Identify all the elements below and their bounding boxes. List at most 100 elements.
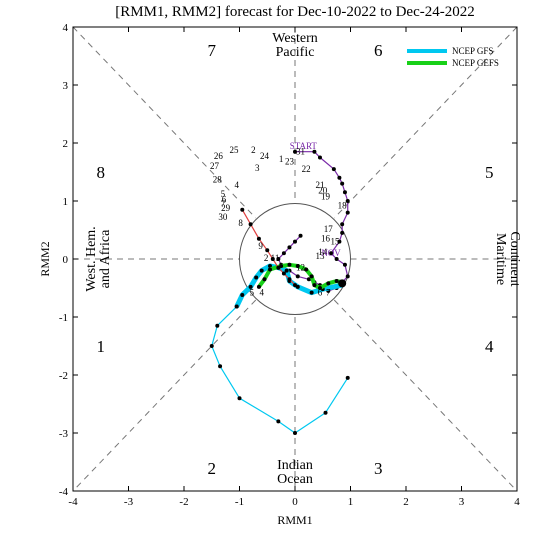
phase-label-6: 6 (374, 41, 383, 60)
nov-label: NOV (321, 248, 341, 258)
data-point (306, 277, 311, 282)
day-label: 28 (213, 175, 223, 185)
data-point (323, 410, 328, 415)
series-gfs-ensemble-extension (209, 304, 350, 435)
day-label: 2 (264, 253, 269, 263)
legend: NCEP GFS NCEP GEFS (407, 46, 499, 68)
data-point (256, 284, 261, 289)
day-label: 11 (271, 253, 280, 263)
data-point (345, 375, 350, 380)
data-point (276, 257, 281, 261)
day-label: 25 (229, 145, 239, 155)
data-point (293, 239, 297, 244)
data-point (259, 268, 264, 273)
region-label-top: Pacific (276, 45, 315, 60)
day-label: 15 (330, 237, 340, 247)
divider-line (333, 26, 518, 219)
day-label: 7 (326, 288, 331, 298)
phase-label-1: 1 (97, 337, 106, 356)
x-tick-label: -4 (68, 496, 78, 508)
data-point (287, 262, 292, 267)
data-point (293, 431, 297, 435)
data-point (317, 155, 322, 160)
y-tick-label: 1 (63, 196, 69, 208)
current-position-marker (338, 279, 347, 288)
data-point (295, 274, 300, 279)
data-point (298, 233, 303, 238)
x-tick-label: -1 (235, 496, 244, 508)
data-point (295, 263, 300, 268)
day-label: 4 (259, 288, 264, 298)
day-label: 7 (221, 199, 226, 209)
region-label-bottom: Ocean (277, 472, 313, 487)
series-recent-observed (240, 207, 297, 288)
data-point (262, 277, 267, 282)
data-point (218, 364, 223, 369)
data-point (337, 175, 342, 180)
data-point (317, 286, 322, 290)
y-tick-label: -1 (59, 312, 68, 324)
data-point (329, 251, 334, 256)
data-point (312, 283, 317, 288)
series-line (211, 306, 349, 434)
day-label: 5 (249, 288, 254, 298)
day-label: 6 (222, 194, 227, 204)
data-point (342, 190, 347, 195)
x-tick-label: 3 (459, 496, 465, 508)
y-tick-label: -3 (59, 428, 69, 440)
data-point (234, 304, 239, 309)
chart-title: [RMM1, RMM2] forecast for Dec-10-2022 to… (115, 4, 475, 20)
day-label: 31 (296, 147, 305, 157)
day-label: 21 (315, 180, 324, 190)
y-axis-label: RMM2 (38, 241, 52, 276)
day-label: 1 (279, 154, 284, 164)
data-point (334, 257, 339, 261)
data-point (281, 251, 286, 256)
data-point (304, 267, 309, 272)
phase-label-5: 5 (485, 163, 494, 182)
divider-line (72, 299, 257, 492)
data-point (281, 271, 286, 276)
data-point (340, 222, 345, 227)
day-label: 8 (238, 218, 243, 228)
y-tick-label: 4 (63, 22, 69, 34)
data-point (276, 265, 281, 270)
data-point (337, 239, 342, 244)
divider-line (72, 26, 257, 219)
series-layer (209, 149, 350, 435)
data-point (293, 149, 297, 154)
x-tick-label: 4 (514, 496, 520, 508)
data-point (237, 396, 242, 401)
x-tick-label: -3 (124, 496, 134, 508)
data-point (326, 281, 331, 286)
data-point (240, 292, 245, 297)
data-point (293, 283, 297, 288)
day-labels: START31122425262728345672930892322212019… (210, 141, 347, 298)
data-point (268, 267, 273, 272)
day-label: 17 (324, 224, 334, 234)
x-tick-label: -2 (179, 496, 188, 508)
x-axis-ticks: -4 -3 -2 -1 0 1 2 3 4 (68, 27, 520, 508)
day-label: 4 (234, 180, 239, 190)
day-label: 14 (318, 247, 328, 257)
day-label: 29 (221, 203, 231, 213)
data-point (268, 263, 273, 268)
day-label: 20 (318, 186, 328, 196)
phase-label-8: 8 (97, 163, 106, 182)
data-point (312, 149, 317, 154)
start-label: START (290, 141, 318, 151)
day-label: 26 (214, 151, 224, 161)
data-point (309, 290, 314, 295)
data-point (265, 248, 270, 253)
phase-label-2: 2 (208, 459, 217, 478)
day-label: 9 (258, 241, 263, 251)
phase-label-4: 4 (485, 337, 494, 356)
amplitude-one-circle (239, 203, 351, 315)
data-point (331, 167, 336, 172)
x-tick-label: 1 (348, 496, 354, 508)
series-ncep-gefs (256, 262, 345, 290)
day-label: 16 (321, 234, 331, 244)
data-point (248, 222, 253, 227)
day-label: 27 (210, 161, 220, 171)
